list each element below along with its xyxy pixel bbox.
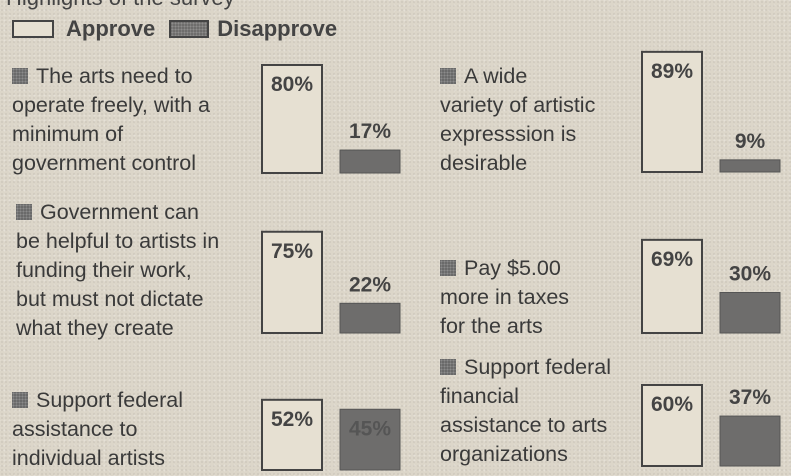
group-label-row: what they create	[16, 314, 219, 343]
disapprove-bar	[339, 149, 401, 174]
group-label-row: individual artists	[12, 444, 183, 473]
approve-bar	[261, 230, 323, 334]
approve-bar	[261, 64, 323, 174]
group-label-row: desirable	[440, 149, 595, 178]
group-label-line: assistance to	[12, 417, 138, 441]
approve-bar	[641, 50, 703, 173]
group-label-row: more in taxes	[440, 283, 569, 312]
group-label-line: A wide	[464, 64, 528, 88]
bullet-square-icon	[440, 68, 456, 84]
group-label-federal-individual: Support federal assistance to individual a…	[12, 386, 183, 473]
group-label-row: assistance to arts	[440, 411, 611, 440]
group-label-row: government control	[12, 149, 210, 178]
legend-approve-swatch	[12, 20, 54, 38]
disapprove-value-label: 30%	[729, 263, 771, 286]
group-label-line: minimum of	[12, 122, 124, 146]
group-label-row: Support federal	[440, 353, 611, 382]
legend-disapprove-label: Disapprove	[217, 16, 338, 41]
group-label-row: expresssion is	[440, 120, 595, 149]
approve-bar	[261, 398, 323, 471]
approve-bar	[641, 238, 703, 335]
group-label-line: expresssion is	[440, 122, 577, 146]
group-label-arts-freely: The arts need to operate freely, with a mi…	[12, 62, 210, 178]
disapprove-value-label: 37%	[729, 386, 771, 409]
approve-value-label: 80%	[271, 73, 313, 96]
disapprove-bar	[719, 292, 781, 334]
group-label-row: minimum of	[12, 120, 210, 149]
group-label-line: but must not dictate	[16, 287, 204, 311]
bullet-square-icon	[440, 359, 456, 375]
group-label-row: be helpful to artists in	[16, 227, 219, 256]
group-label-row: financial	[440, 382, 611, 411]
group-label-line: funding their work,	[16, 258, 192, 282]
group-label-row: operate freely, with a	[12, 91, 210, 120]
bullet-square-icon	[440, 260, 456, 276]
group-label-line: variety of artistic	[440, 93, 596, 117]
group-label-line: Government can	[40, 200, 199, 224]
approve-value-label: 75%	[271, 240, 313, 263]
disapprove-bar	[719, 159, 781, 173]
header-text: Highlights of the survey	[6, 0, 235, 11]
approve-bar	[641, 384, 703, 467]
group-label-row: organizations	[440, 440, 611, 469]
group-label-pay-taxes: Pay $5.00 more in taxes for the arts	[440, 254, 569, 341]
group-label-line: Support federal	[464, 355, 612, 379]
group-label-line: more in taxes	[440, 285, 570, 309]
group-label-line: desirable	[440, 151, 528, 175]
group-label-line: be helpful to artists in	[16, 229, 220, 253]
disapprove-bar	[719, 415, 781, 467]
group-label-line: government control	[12, 151, 197, 175]
group-label-line: Pay $5.00	[464, 256, 561, 280]
approve-value-label: 69%	[651, 248, 693, 271]
group-label-federal-organizations: Support federal financial assistance to ar…	[440, 353, 611, 469]
group-label-row: A wide	[440, 62, 595, 91]
group-label-government-helpful: Government can be helpful to artists in fu…	[16, 198, 219, 343]
disapprove-bar	[339, 302, 401, 334]
disapprove-value-label: 22%	[349, 273, 391, 296]
approve-value-label: 89%	[651, 60, 693, 83]
group-label-row: variety of artistic	[440, 91, 595, 120]
bullet-square-icon	[16, 204, 32, 220]
disapprove-value-label: 9%	[735, 130, 766, 153]
group-label-row: Support federal	[12, 386, 183, 415]
group-label-row: The arts need to	[12, 62, 210, 91]
group-label-line: The arts need to	[36, 64, 193, 88]
group-label-line: what they create	[16, 316, 174, 340]
legend-disapprove-swatch	[169, 20, 210, 38]
bullet-square-icon	[12, 68, 28, 84]
disapprove-bar	[339, 408, 401, 471]
group-label-line: operate freely, with a	[12, 93, 210, 117]
legend-approve-label: Approve	[66, 16, 156, 41]
group-label-line: Support federal	[36, 388, 184, 412]
group-label-line: individual artists	[12, 446, 165, 470]
disapprove-value-label: 45%	[349, 417, 391, 440]
approve-value-label: 60%	[651, 393, 693, 416]
group-label-row: assistance to	[12, 415, 183, 444]
group-label-line: assistance to arts	[440, 413, 608, 437]
bullet-square-icon	[12, 392, 28, 408]
group-label-line: financial	[440, 384, 519, 408]
group-label-row: Government can	[16, 198, 219, 227]
group-label-row: Pay $5.00	[440, 254, 569, 283]
approve-value-label: 52%	[271, 408, 313, 431]
disapprove-value-label: 17%	[349, 120, 391, 143]
group-label-line: organizations	[440, 442, 568, 466]
group-label-row: funding their work,	[16, 256, 219, 285]
group-label-artistic-variety: A wide variety of artistic expresssion is d…	[440, 62, 595, 178]
group-label-row: for the arts	[440, 312, 569, 341]
group-label-line: for the arts	[440, 314, 543, 338]
legend: Approve Disapprove	[12, 16, 337, 42]
group-label-row: but must not dictate	[16, 285, 219, 314]
